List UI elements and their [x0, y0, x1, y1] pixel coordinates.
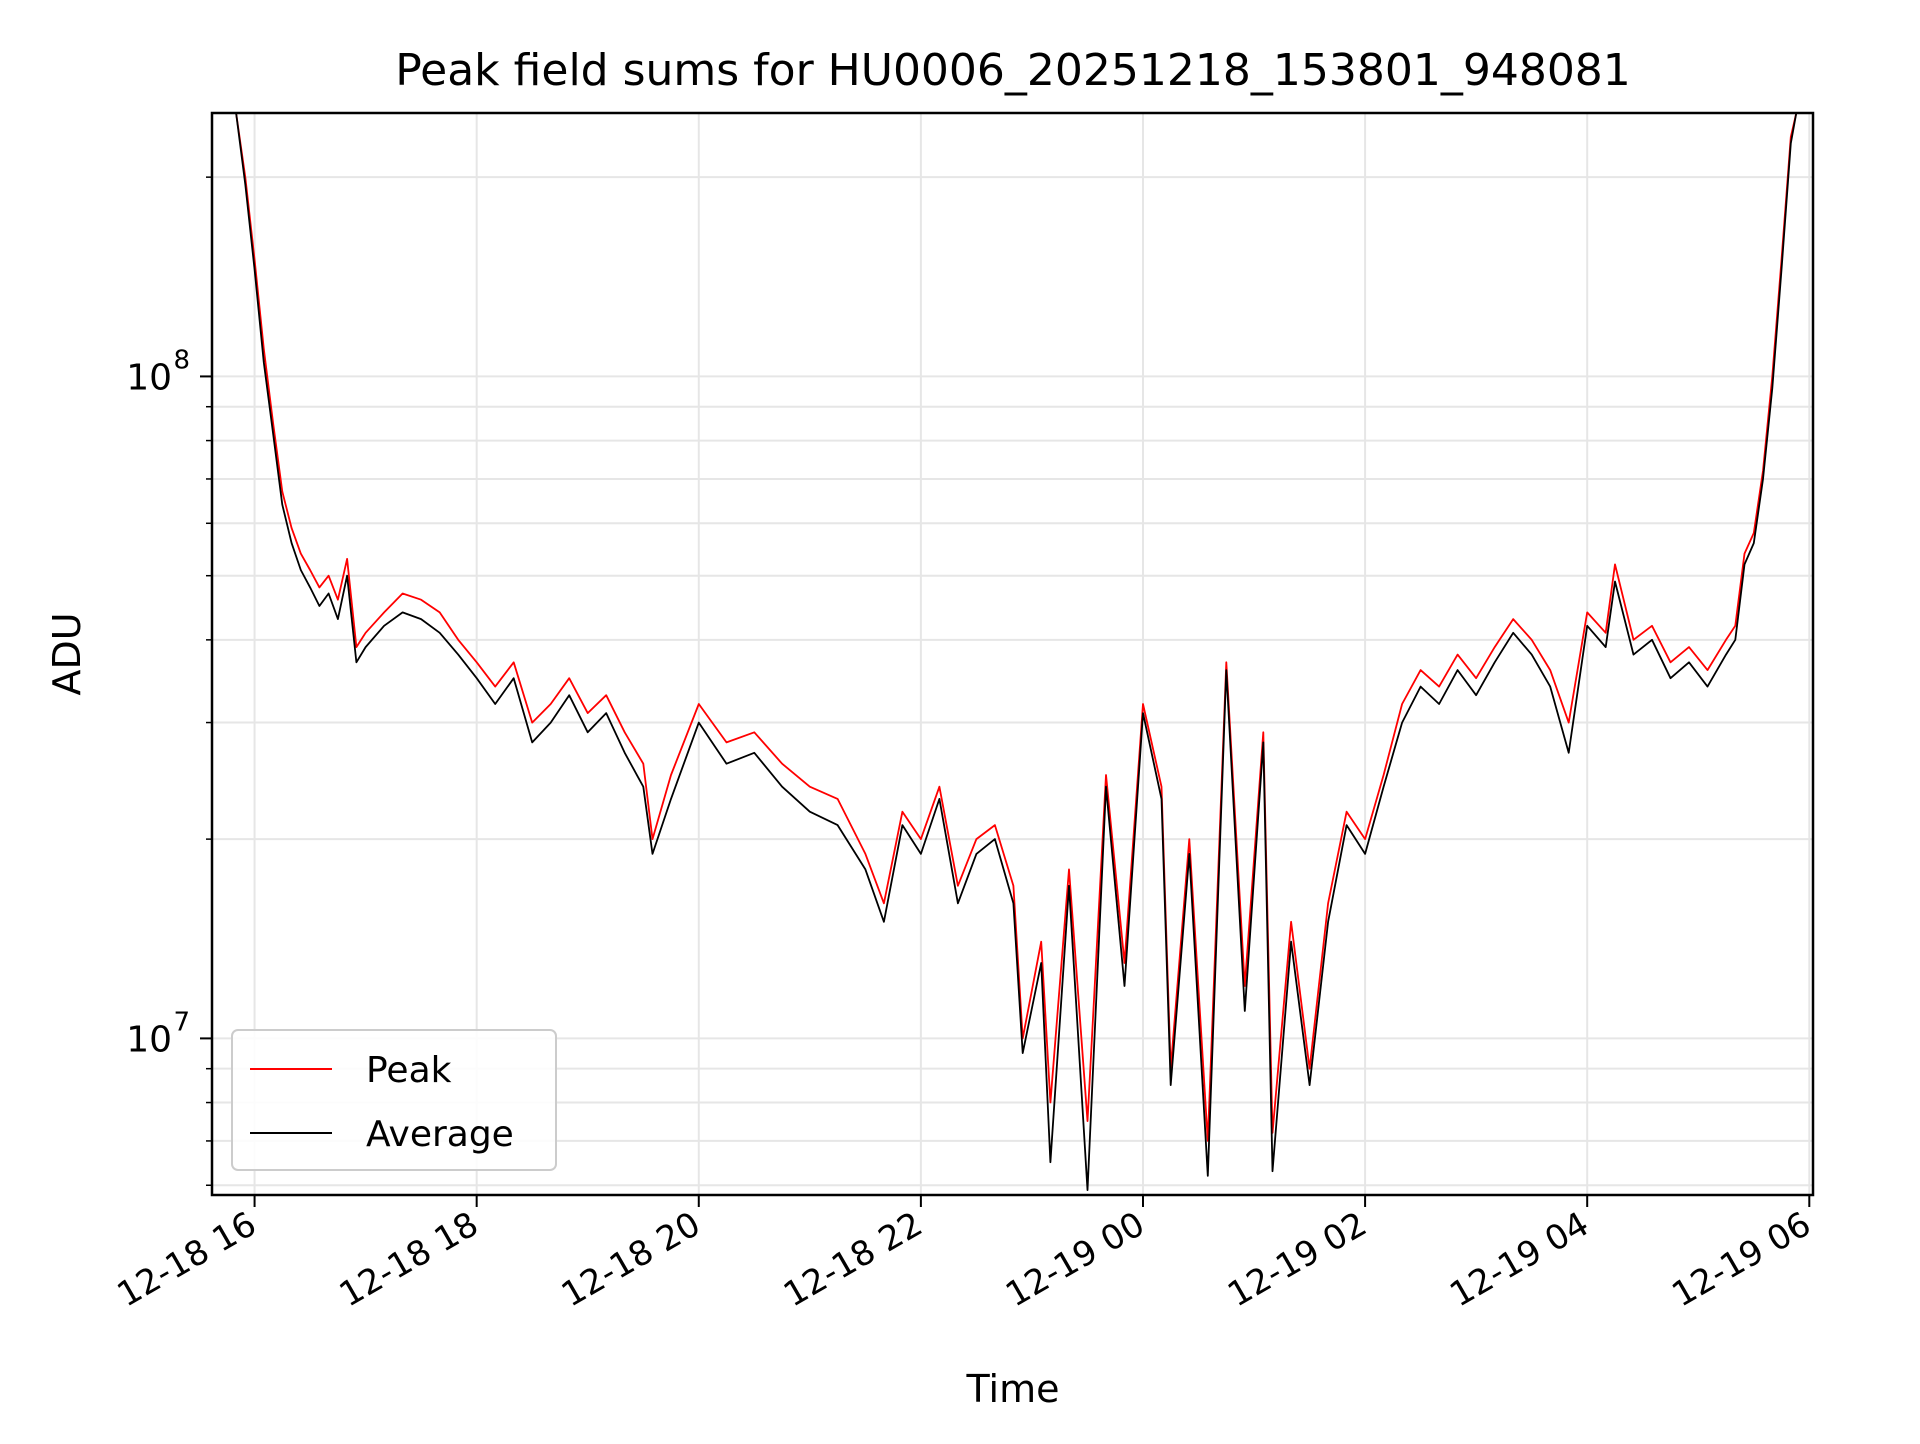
series-line-average — [235, 113, 1798, 1191]
y-tick-label: 107 — [126, 1007, 190, 1060]
series-line-peak — [235, 113, 1798, 1142]
chart-title: Peak field sums for HU0006_20251218_1538… — [395, 45, 1631, 96]
series-layer — [235, 113, 1798, 1191]
legend-label-average: Average — [366, 1114, 514, 1155]
legend: Peak Average — [231, 1029, 557, 1171]
x-axis-label: Time — [966, 1367, 1060, 1411]
legend-box — [231, 1029, 557, 1171]
y-axis-label: ADU — [45, 612, 89, 695]
plot-frame — [210, 111, 1815, 1197]
legend-label-peak: Peak — [366, 1050, 452, 1091]
y-tick-label: 108 — [126, 345, 190, 398]
